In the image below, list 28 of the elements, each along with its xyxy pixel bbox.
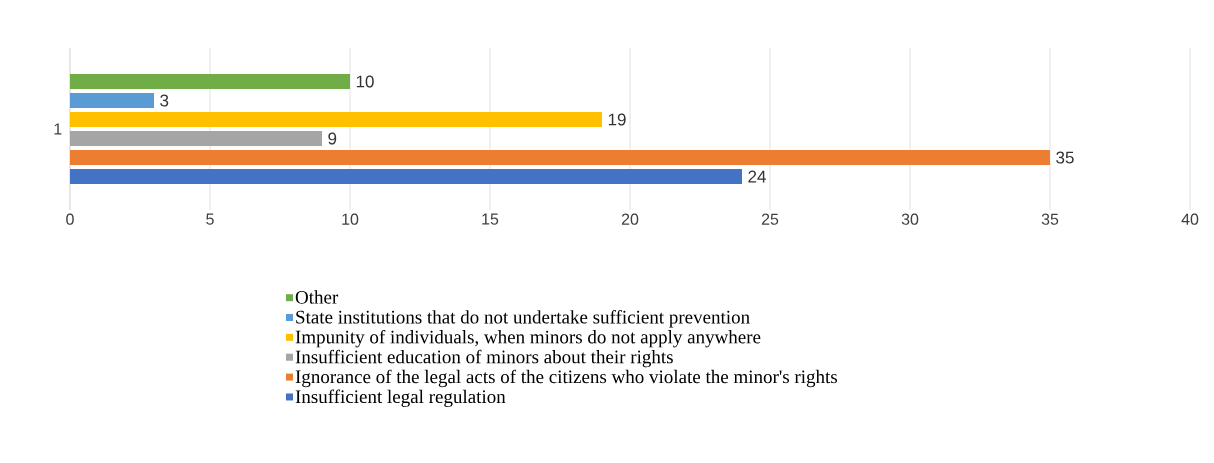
- x-tick-label: 15: [482, 213, 499, 225]
- data-label: 9: [328, 132, 337, 145]
- x-tick-label: 20: [621, 213, 639, 225]
- x-tick-label: 40: [1181, 213, 1199, 225]
- x-tick-label: 0: [66, 213, 74, 225]
- legend-label: Impunity of individuals, when minors do not apply anywhere: [295, 329, 761, 348]
- x-tick-label: 10: [342, 213, 359, 225]
- bar: [70, 169, 743, 184]
- x-tick-label: 25: [761, 213, 779, 225]
- data-label: 35: [1056, 151, 1074, 164]
- x-tick-label: 30: [901, 213, 919, 225]
- legend-label: Insufficient legal regulation: [295, 389, 506, 408]
- y-tick-label: 1: [54, 123, 62, 135]
- bar: [70, 150, 1051, 165]
- x-tick-label: 35: [1041, 213, 1059, 225]
- legend-label: State institutions that do not undertake sufficient prevention: [296, 310, 750, 328]
- legend-label: Other: [295, 290, 339, 304]
- bar: [70, 74, 351, 89]
- data-label: 10: [356, 75, 374, 88]
- bar: [70, 131, 323, 146]
- data-label: 19: [608, 113, 626, 126]
- x-tick-label: 5: [206, 213, 214, 225]
- data-label: 3: [160, 94, 169, 107]
- bar: [70, 93, 154, 108]
- legend-label: Insufficient education of minors about their rights: [295, 349, 673, 368]
- data-label: 24: [748, 170, 766, 183]
- legend-label: Ignorance of the legal acts of the citizens who violate the minor's rights: [295, 369, 838, 388]
- bar: [70, 112, 603, 127]
